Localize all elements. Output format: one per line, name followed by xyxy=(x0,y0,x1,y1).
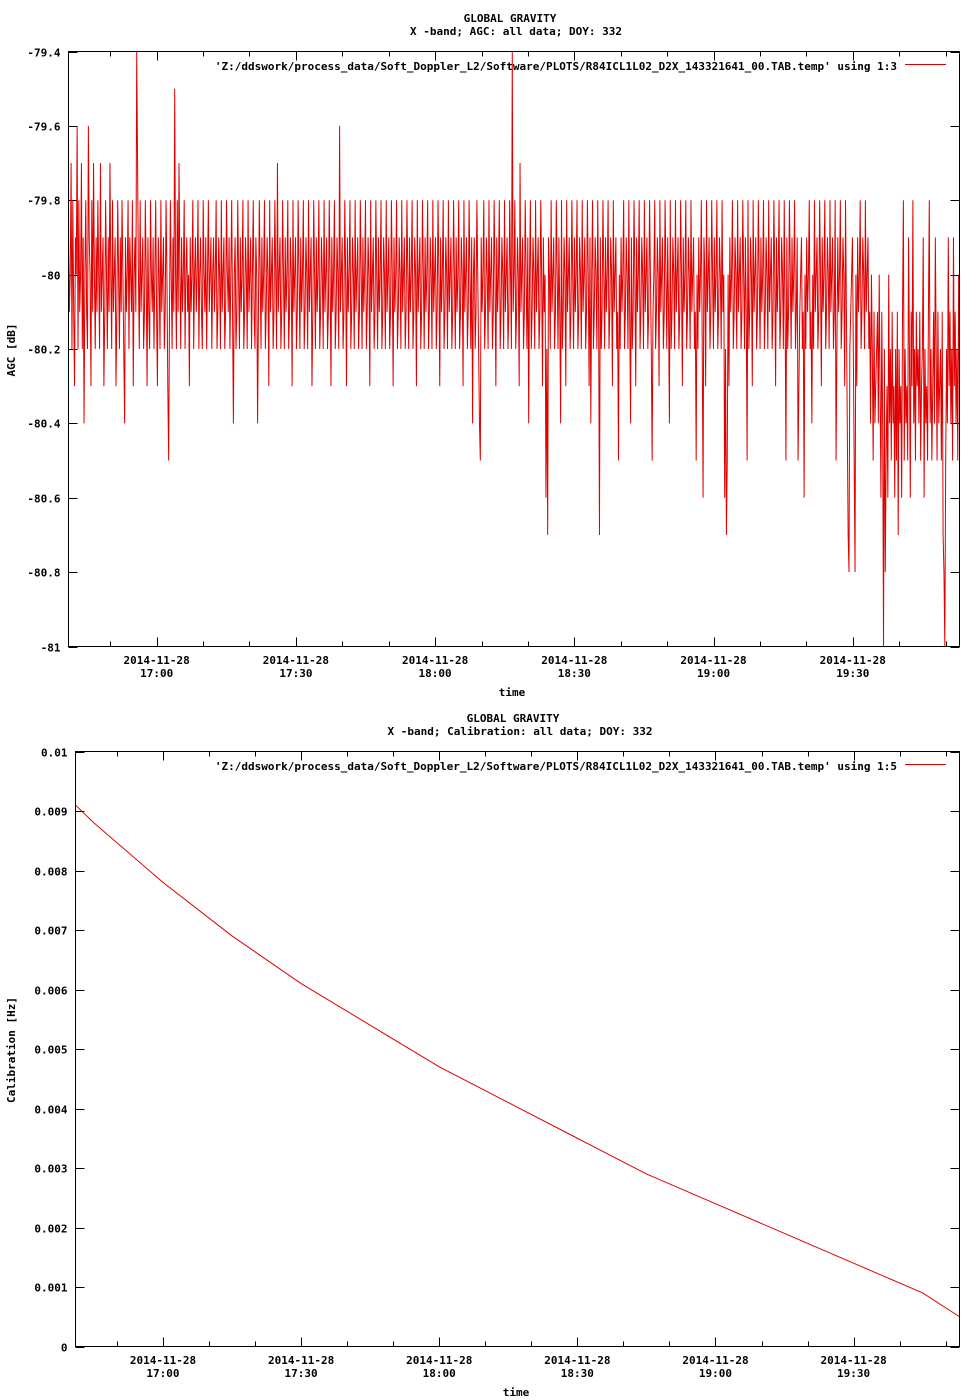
agc-x-tick-date: 2014-11-28 xyxy=(402,654,468,667)
calibration-y-tick-label: 0.002 xyxy=(34,1223,67,1236)
calibration-y-tick-label: 0.01 xyxy=(41,747,68,760)
agc-y-tick-label: -80.4 xyxy=(27,418,60,431)
agc-legend: 'Z:/ddswork/process_data/Soft_Doppler_L2… xyxy=(215,60,946,73)
agc-x-tick-date: 2014-11-28 xyxy=(124,654,190,667)
calibration-y-tick-label: 0.007 xyxy=(34,925,67,938)
agc-series xyxy=(68,51,960,647)
agc-series-line xyxy=(68,51,960,647)
agc-y-tick-label: -79.6 xyxy=(27,121,60,134)
agc-x-ticks: 2014-11-2817:002014-11-2817:302014-11-28… xyxy=(110,51,947,680)
agc-y-tick-label: -80.6 xyxy=(27,493,60,506)
agc-y-tick-label: -80.8 xyxy=(27,567,60,580)
calibration-y-tick-label: 0.008 xyxy=(34,866,67,879)
calibration-x-tick-hour: 18:30 xyxy=(561,1367,594,1380)
calibration-y-tick-label: 0.001 xyxy=(34,1282,67,1295)
calibration-y-tick-label: 0.004 xyxy=(34,1104,67,1117)
calibration-x-tick-hour: 17:00 xyxy=(146,1367,179,1380)
calibration-y-ticks: 0 0.001 0.002 0.003 0.004 0.005 0.006 0.007 0.00… xyxy=(34,747,960,1355)
agc-x-tick-date: 2014-11-28 xyxy=(263,654,329,667)
calibration-x-tick-date: 2014-11-28 xyxy=(820,1354,886,1367)
calibration-chart-title: GLOBAL GRAVITY xyxy=(467,712,560,725)
agc-x-axis-label: time xyxy=(499,686,526,699)
agc-x-tick-date: 2014-11-28 xyxy=(680,654,746,667)
calibration-series-line xyxy=(75,804,960,1318)
calibration-x-tick-hour: 19:30 xyxy=(837,1367,870,1380)
calibration-x-tick-date: 2014-11-28 xyxy=(406,1354,472,1367)
calibration-x-tick-hour: 19:00 xyxy=(699,1367,732,1380)
calibration-x-tick-hour: 18:00 xyxy=(423,1367,456,1380)
calibration-x-tick-date: 2014-11-28 xyxy=(268,1354,334,1367)
agc-chart-subtitle: X -band; AGC: all data; DOY: 332 xyxy=(410,25,622,38)
agc-x-tick-hour: 19:00 xyxy=(697,667,730,680)
agc-legend-label: 'Z:/ddswork/process_data/Soft_Doppler_L2… xyxy=(215,60,897,73)
calibration-y-axis-label: Calibration [Hz] xyxy=(5,997,18,1103)
agc-y-tick-label: -80 xyxy=(41,270,61,283)
agc-x-tick-date: 2014-11-28 xyxy=(820,654,886,667)
calibration-chart-subtitle: X -band; Calibration: all data; DOY: 332 xyxy=(388,725,653,738)
agc-x-tick-hour: 18:30 xyxy=(558,667,591,680)
agc-y-tick-label: -80.2 xyxy=(27,344,60,357)
calibration-x-tick-date: 2014-11-28 xyxy=(544,1354,610,1367)
calibration-x-tick-hour: 17:30 xyxy=(285,1367,318,1380)
calibration-x-tick-date: 2014-11-28 xyxy=(682,1354,748,1367)
agc-y-tick-label: -81 xyxy=(41,642,61,655)
agc-x-tick-hour: 18:00 xyxy=(419,667,452,680)
calibration-y-tick-label: 0.009 xyxy=(34,806,67,819)
calibration-y-tick-label: 0 xyxy=(61,1342,68,1355)
calibration-x-tick-date: 2014-11-28 xyxy=(130,1354,196,1367)
calibration-y-tick-label: 0.003 xyxy=(34,1163,67,1176)
calibration-x-ticks: 2014-11-2817:002014-11-2817:302014-11-28… xyxy=(117,751,947,1380)
agc-x-tick-hour: 17:00 xyxy=(140,667,173,680)
agc-y-tick-label: -79.8 xyxy=(27,195,60,208)
calibration-x-axis-label: time xyxy=(503,1386,530,1399)
agc-x-tick-date: 2014-11-28 xyxy=(541,654,607,667)
calibration-y-tick-label: 0.005 xyxy=(34,1044,67,1057)
calibration-plot-frame xyxy=(75,751,960,1347)
agc-x-tick-hour: 17:30 xyxy=(279,667,312,680)
agc-panel: GLOBAL GRAVITY X -band; AGC: all data; D… xyxy=(5,12,960,699)
agc-x-tick-hour: 19:30 xyxy=(836,667,869,680)
agc-chart-title: GLOBAL GRAVITY xyxy=(464,12,557,25)
agc-plot-frame xyxy=(68,51,960,647)
calibration-y-tick-label: 0.006 xyxy=(34,985,67,998)
agc-y-axis-label: AGC [dB] xyxy=(5,324,18,377)
calibration-panel: GLOBAL GRAVITY X -band; Calibration: all… xyxy=(5,712,960,1399)
calibration-series xyxy=(75,804,960,1318)
calibration-legend: 'Z:/ddswork/process_data/Soft_Doppler_L2… xyxy=(215,760,946,773)
agc-y-tick-label: -79.4 xyxy=(27,47,60,60)
calibration-legend-label: 'Z:/ddswork/process_data/Soft_Doppler_L2… xyxy=(215,760,897,773)
